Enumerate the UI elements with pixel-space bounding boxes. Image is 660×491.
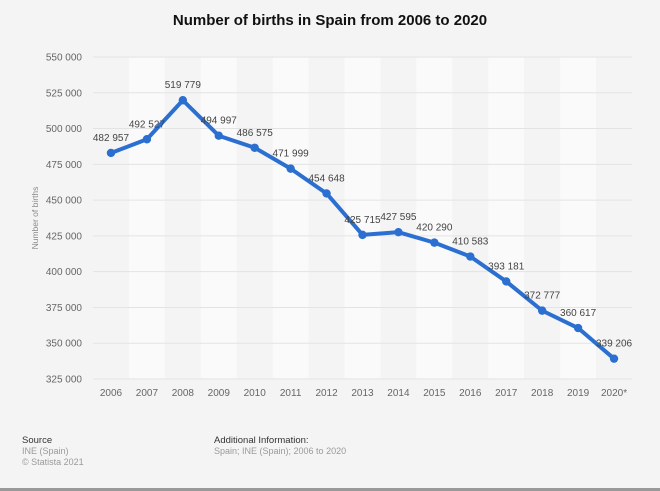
data-label: 360 617: [560, 308, 597, 319]
source-heading: Source: [22, 435, 53, 446]
x-tick-label: 2007: [136, 388, 159, 399]
y-axis-ticks: 325 000 350 000 375 000 400 000 425 000 450 0…: [46, 53, 83, 386]
category-band: [236, 57, 273, 379]
category-band: [128, 57, 165, 379]
category-bands: [93, 57, 632, 379]
category-band: [524, 57, 561, 379]
data-point: [573, 323, 583, 333]
category-band: [272, 57, 309, 379]
x-tick-label: 2010: [244, 388, 267, 399]
x-tick-label: 2018: [531, 388, 554, 399]
data-label: 486 575: [237, 128, 274, 139]
data-label: 471 999: [273, 149, 310, 160]
category-band: [344, 57, 381, 379]
y-tick-label: 425 000: [46, 231, 83, 242]
data-point: [178, 96, 188, 105]
y-tick-label: 325 000: [46, 375, 83, 386]
data-point: [106, 148, 116, 158]
additional-info-text: Spain; INE (Spain); 2006 to 2020: [214, 446, 347, 456]
y-tick-label: 550 000: [46, 53, 83, 64]
x-tick-label: 2016: [459, 388, 482, 399]
category-band: [416, 57, 453, 379]
chart-title: Number of births in Spain from 2006 to 2…: [172, 12, 488, 29]
copyright: © Statista 2021: [22, 457, 84, 467]
series-births: [106, 96, 619, 363]
data-point: [609, 354, 619, 363]
data-label: 494 997: [201, 116, 238, 127]
category-band: [308, 57, 345, 379]
data-point: [358, 230, 367, 240]
data-point: [322, 189, 331, 198]
x-tick-label: 2006: [100, 388, 123, 399]
y-tick-label: 400 000: [46, 267, 83, 278]
data-label: 393 181: [488, 261, 525, 272]
category-band: [200, 57, 237, 379]
data-label: 420 290: [416, 223, 453, 234]
source-name: INE (Spain): [22, 446, 69, 456]
data-label: 454 648: [308, 173, 345, 184]
x-tick-label: 2011: [280, 388, 302, 399]
data-point: [286, 164, 295, 173]
x-tick-label: 2019: [567, 388, 590, 399]
category-band: [380, 57, 417, 379]
category-band: [164, 57, 201, 379]
data-point: [466, 252, 475, 261]
source-block: Source INE (Spain) © Statista 2021: [22, 435, 84, 468]
data-label: 410 583: [452, 237, 489, 248]
x-tick-label: 2008: [172, 388, 195, 399]
data-label: 519 779: [165, 80, 202, 91]
x-tick-label: 2017: [495, 388, 518, 399]
data-label: 372 777: [524, 291, 561, 302]
bottom-divider: [0, 488, 660, 491]
data-label: 425 715: [344, 215, 381, 226]
x-tick-label: 2015: [423, 388, 446, 399]
y-tick-label: 525 000: [46, 88, 83, 99]
category-band: [596, 57, 632, 379]
x-tick-label: 2009: [208, 388, 231, 399]
data-point: [394, 227, 403, 237]
y-tick-label: 375 000: [46, 303, 83, 314]
category-band: [488, 57, 525, 379]
x-tick-label: 2012: [315, 388, 338, 399]
data-point: [250, 143, 259, 152]
line-chart: 325 000 350 000 375 000 400 000 425 000 450 0…: [30, 53, 633, 400]
x-tick-label: 2020*: [601, 388, 627, 399]
data-point: [502, 277, 511, 286]
data-point: [142, 135, 152, 144]
data-point: [430, 238, 439, 247]
data-label: 492 527: [129, 119, 166, 130]
category-band: [452, 57, 489, 379]
y-tick-label: 500 000: [46, 124, 83, 135]
x-tick-label: 2013: [351, 388, 374, 399]
y-tick-label: 475 000: [46, 160, 83, 171]
x-axis-ticks: 2006 2007 2008 2009 2010 2011 2012 2013 2014 2015…: [100, 388, 627, 399]
y-axis-label: Number of births: [30, 187, 40, 250]
data-label: 339 206: [596, 339, 633, 350]
y-tick-label: 450 000: [46, 196, 83, 207]
data-point: [537, 306, 547, 315]
data-point: [214, 131, 223, 140]
y-tick-label: 350 000: [46, 339, 83, 350]
x-tick-label: 2014: [387, 388, 410, 399]
additional-info-heading: Additional Information:: [214, 435, 309, 446]
data-label: 482 957: [93, 133, 130, 144]
additional-info-block: Additional Information: Spain; INE (Spai…: [214, 435, 346, 457]
category-band: [93, 57, 129, 379]
data-label: 427 595: [380, 212, 417, 223]
